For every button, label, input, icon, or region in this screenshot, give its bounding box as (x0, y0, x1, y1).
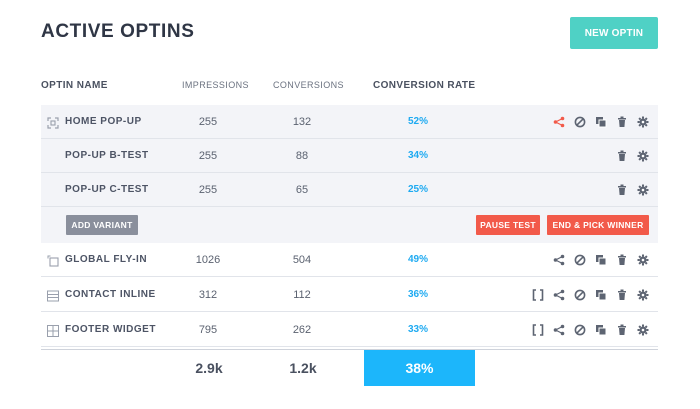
impressions-value: 255 (198, 149, 218, 162)
settings-gear-icon[interactable] (636, 323, 650, 337)
conversion-rate-value: 52% (407, 116, 428, 127)
split-test-icon[interactable] (552, 115, 566, 129)
duplicate-icon[interactable] (594, 253, 608, 267)
conversions-value: 65 (295, 183, 309, 196)
conversion-rate-value: 34% (407, 150, 428, 161)
trash-icon[interactable] (615, 183, 629, 197)
end-and-pick-winner-button[interactable]: END & PICK WINNER (547, 215, 649, 235)
settings-gear-icon[interactable] (636, 149, 650, 163)
settings-gear-icon[interactable] (636, 253, 650, 267)
impressions-value: 1026 (195, 253, 221, 266)
table-row: FOOTER WIDGET 795 262 33% (41, 313, 658, 347)
shortcode-icon[interactable] (531, 323, 545, 337)
impressions-value: 255 (198, 115, 218, 128)
new-optin-button[interactable]: NEW OPTIN (570, 17, 658, 49)
conversions-value: 262 (292, 323, 312, 336)
totals-divider (41, 349, 658, 350)
table-row: GLOBAL FLY-IN 1026 504 49% (41, 243, 658, 277)
trash-icon[interactable] (615, 115, 629, 129)
flyin-icon (47, 254, 59, 267)
duplicate-icon[interactable] (594, 323, 608, 337)
optin-name[interactable]: GLOBAL FLY-IN (65, 254, 148, 265)
popup-icon (47, 116, 59, 129)
split-test-icon[interactable] (552, 323, 566, 337)
column-header-conversion-rate: CONVERSION RATE (373, 80, 476, 91)
disable-icon[interactable] (573, 253, 587, 267)
optin-name[interactable]: POP-UP B-TEST (65, 150, 149, 161)
column-header-name: OPTIN NAME (41, 80, 108, 91)
table-row: CONTACT INLINE 312 112 36% (41, 278, 658, 312)
impressions-value: 312 (198, 288, 218, 301)
settings-gear-icon[interactable] (636, 288, 650, 302)
disable-icon[interactable] (573, 115, 587, 129)
total-conversions: 1.2k (289, 360, 317, 376)
conversion-rate-value: 36% (407, 289, 428, 300)
widget-icon (47, 324, 59, 337)
table-row: POP-UP B-TEST 255 88 34% (41, 139, 658, 173)
conversions-value: 112 (293, 288, 311, 301)
trash-icon[interactable] (615, 288, 629, 302)
conversions-value: 88 (295, 149, 309, 162)
optin-name[interactable]: CONTACT INLINE (65, 289, 156, 300)
optin-name[interactable]: HOME POP-UP (65, 116, 142, 127)
impressions-value: 795 (198, 323, 218, 336)
trash-icon[interactable] (615, 323, 629, 337)
variant-action-bar: ADD VARIANT PAUSE TEST END & PICK WINNER (41, 207, 658, 243)
total-conversion-rate: 38% (364, 350, 475, 386)
settings-gear-icon[interactable] (636, 115, 650, 129)
disable-icon[interactable] (573, 323, 587, 337)
disable-icon[interactable] (573, 288, 587, 302)
page-title: ACTIVE OPTINS (41, 21, 195, 42)
conversion-rate-value: 49% (407, 254, 428, 265)
duplicate-icon[interactable] (594, 115, 608, 129)
shortcode-icon[interactable] (531, 288, 545, 302)
split-test-icon[interactable] (552, 253, 566, 267)
total-impressions: 2.9k (195, 360, 223, 376)
conversions-value: 132 (292, 115, 312, 128)
table-row: HOME POP-UP 255 132 52% (41, 105, 658, 139)
trash-icon[interactable] (615, 253, 629, 267)
split-test-icon[interactable] (552, 288, 566, 302)
column-header-conversions: CONVERSIONS (273, 80, 344, 90)
duplicate-icon[interactable] (594, 288, 608, 302)
column-header-impressions: IMPRESSIONS (182, 80, 249, 90)
optin-name[interactable]: FOOTER WIDGET (65, 324, 156, 335)
optin-name[interactable]: POP-UP C-TEST (65, 184, 149, 195)
inline-icon (47, 289, 59, 302)
conversion-rate-value: 33% (407, 324, 428, 335)
conversions-value: 504 (292, 253, 312, 266)
conversion-rate-value: 25% (407, 184, 428, 195)
settings-gear-icon[interactable] (636, 183, 650, 197)
pause-test-button[interactable]: PAUSE TEST (476, 215, 540, 235)
table-row: POP-UP C-TEST 255 65 25% (41, 173, 658, 207)
trash-icon[interactable] (615, 149, 629, 163)
impressions-value: 255 (198, 183, 218, 196)
add-variant-button[interactable]: ADD VARIANT (66, 215, 138, 235)
